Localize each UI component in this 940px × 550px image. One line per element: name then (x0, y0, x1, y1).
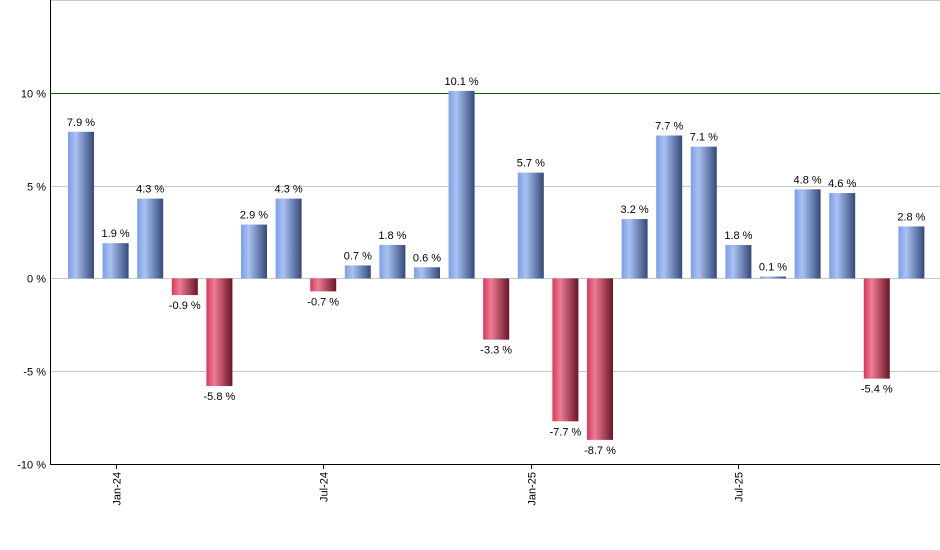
bar-Dec-24 (483, 278, 510, 340)
data-label: 5.7 % (517, 158, 545, 170)
y-tick-label: -10 % (17, 460, 46, 472)
bar-Oct-25 (829, 193, 856, 279)
x-tick-label: Jul-25 (734, 472, 746, 502)
data-label: 7.7 % (655, 120, 683, 132)
data-label: 4.3 % (275, 184, 303, 196)
bar-Dec-25 (898, 226, 925, 279)
data-label: -0.7 % (307, 296, 339, 308)
data-label: 4.6 % (828, 178, 856, 190)
data-label: 2.9 % (240, 210, 268, 222)
bar-Dec-23 (68, 131, 94, 279)
x-tick-label: Jul-24 (319, 472, 331, 502)
bar-Jul-24 (310, 278, 337, 292)
data-label: -0.9 % (169, 300, 201, 312)
y-tick-label: -5 % (23, 367, 46, 379)
data-label: -3.3 % (480, 345, 512, 357)
data-label: -8.7 % (584, 445, 616, 457)
data-label: 4.3 % (136, 184, 164, 196)
data-label: 0.1 % (759, 262, 787, 274)
bar-Feb-24 (137, 198, 164, 279)
bar-Jun-24 (275, 198, 302, 279)
bar-Apr-25 (621, 219, 648, 279)
x-tick-label: Jan-25 (527, 472, 539, 506)
bars: 7.9 % 1.9 % 4.3 % -0.9 % -5.8 % 2.9 % 4.3 % -0.… (67, 76, 926, 457)
data-label: 0.7 % (344, 250, 372, 262)
data-label: -5.4 % (861, 384, 893, 396)
bar-Mar-24 (171, 278, 198, 296)
x-tick-label: Jan-24 (112, 472, 124, 506)
data-label: 0.6 % (413, 252, 441, 264)
bar-May-24 (241, 224, 267, 279)
y-tick-label: 10 % (21, 89, 46, 101)
y-tick-label: 5 % (27, 182, 46, 194)
bar-Nov-24 (448, 90, 475, 279)
data-label: -7.7 % (550, 426, 582, 438)
data-label: 3.2 % (621, 204, 649, 216)
bar-Mar-25 (587, 278, 613, 440)
bar-Jul-25 (725, 244, 752, 279)
bar-Aug-24 (344, 265, 371, 279)
bar-Oct-24 (414, 267, 440, 279)
data-label: 2.8 % (897, 211, 925, 223)
bar-Jan-25 (517, 172, 544, 279)
bar-Aug-25 (760, 276, 786, 279)
bar-May-25 (656, 135, 683, 279)
data-label: -5.8 % (204, 391, 236, 403)
data-label: 1.8 % (724, 230, 752, 242)
bar-Apr-24 (206, 278, 233, 387)
data-label: 10.1 % (444, 76, 478, 88)
data-label: 1.9 % (102, 228, 130, 240)
y-tick-label: 0 % (27, 274, 46, 286)
bar-Feb-25 (552, 278, 579, 422)
axes: -10 % -5 % 0 % 5 % 10 % Jan-24 Jul-24 Jan-25 Jul… (17, 0, 940, 506)
data-label: 4.8 % (794, 174, 822, 186)
data-label: 7.1 % (690, 132, 718, 144)
bar-Jun-25 (690, 146, 717, 279)
bar-Sep-25 (794, 189, 821, 279)
data-label: 7.9 % (67, 117, 95, 129)
bar-Sep-24 (379, 244, 406, 279)
bar-Jan-24 (102, 243, 129, 279)
data-label: 1.8 % (378, 230, 406, 242)
bar-Nov-25 (863, 278, 890, 379)
